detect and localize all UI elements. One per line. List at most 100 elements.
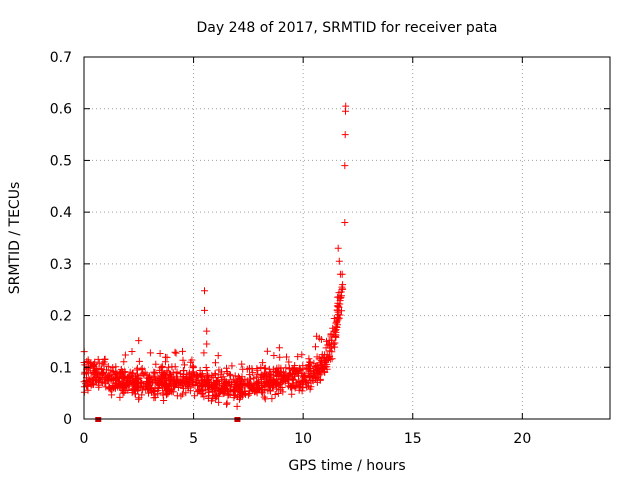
data-point	[332, 333, 340, 341]
data-point	[208, 371, 216, 379]
data-point	[112, 374, 120, 382]
data-point	[283, 353, 290, 361]
x-tick-labels: 0 5 10 15 20	[80, 431, 532, 447]
data-point	[215, 398, 223, 406]
data-point	[305, 355, 313, 363]
data-point	[84, 369, 92, 377]
y-tick-label: 0.4	[50, 205, 72, 221]
data-point	[274, 378, 282, 386]
data-point	[172, 349, 180, 357]
data-point	[285, 379, 293, 387]
data-point	[168, 388, 176, 396]
data-point	[334, 244, 342, 252]
data-point	[182, 389, 190, 397]
data-point	[211, 370, 219, 378]
data-point	[193, 378, 201, 386]
data-point	[135, 337, 143, 345]
data-point	[268, 395, 276, 403]
data-point	[253, 365, 261, 372]
data-point	[84, 378, 92, 386]
data-point	[212, 379, 220, 387]
data-point	[234, 393, 241, 401]
data-point	[279, 388, 287, 396]
data-point	[300, 377, 308, 384]
data-point	[258, 371, 266, 379]
data-point	[285, 358, 293, 366]
data-point	[135, 357, 143, 365]
data-point	[145, 373, 153, 381]
data-point	[151, 369, 159, 376]
data-point	[93, 370, 101, 378]
data-point	[333, 317, 341, 325]
data-point	[189, 364, 197, 372]
data-point	[236, 381, 244, 388]
data-point	[289, 376, 297, 384]
data-point	[151, 391, 159, 399]
data-point	[288, 390, 296, 398]
x-tick-label: 10	[294, 431, 312, 447]
data-point	[133, 364, 141, 372]
data-point	[312, 343, 319, 351]
data-point	[213, 392, 221, 400]
data-point	[81, 368, 89, 376]
data-point	[260, 393, 268, 401]
data-point	[146, 349, 154, 357]
data-point	[294, 367, 302, 375]
data-point	[107, 376, 115, 384]
data-point	[317, 370, 325, 378]
data-point	[237, 381, 245, 389]
data-point	[247, 375, 254, 383]
data-point	[270, 365, 278, 373]
data-point	[120, 375, 128, 383]
data-point	[235, 386, 243, 394]
data-point	[325, 354, 333, 362]
data-point	[221, 387, 229, 395]
data-point	[123, 382, 130, 390]
data-point	[191, 392, 199, 400]
data-point	[247, 384, 255, 392]
data-point	[114, 380, 122, 387]
data-point	[88, 380, 96, 388]
data-point	[177, 392, 185, 400]
data-point	[341, 219, 349, 226]
data-point	[121, 381, 129, 389]
data-point	[238, 360, 246, 368]
data-point	[99, 359, 107, 367]
data-point	[342, 102, 350, 110]
data-point	[326, 355, 334, 363]
data-point	[132, 375, 140, 383]
data-point	[315, 334, 323, 342]
data-point	[106, 384, 113, 391]
data-point	[100, 369, 107, 377]
data-point	[92, 377, 100, 385]
data-point	[279, 376, 287, 384]
data-point	[224, 379, 232, 387]
data-point	[331, 339, 339, 347]
data-point	[230, 394, 238, 402]
data-point	[323, 337, 330, 345]
y-tick-label: 0.1	[50, 360, 72, 376]
data-point	[200, 349, 208, 357]
data-point	[92, 368, 100, 376]
data-point	[172, 373, 180, 381]
data-point	[266, 386, 274, 394]
data-point	[230, 383, 238, 391]
data-point	[276, 353, 284, 361]
data-point	[327, 344, 335, 352]
data-point	[328, 348, 336, 356]
data-point	[171, 379, 178, 387]
data-point	[257, 363, 265, 371]
data-point	[137, 379, 145, 387]
data-point	[161, 384, 169, 392]
data-point	[274, 390, 282, 397]
data-point	[130, 379, 138, 387]
data-point	[161, 374, 169, 382]
data-point	[128, 369, 136, 377]
data-point	[329, 324, 337, 332]
data-point	[186, 372, 193, 380]
data-point	[299, 365, 307, 373]
data-point	[298, 387, 306, 395]
data-point	[198, 370, 206, 378]
data-point	[135, 383, 143, 391]
